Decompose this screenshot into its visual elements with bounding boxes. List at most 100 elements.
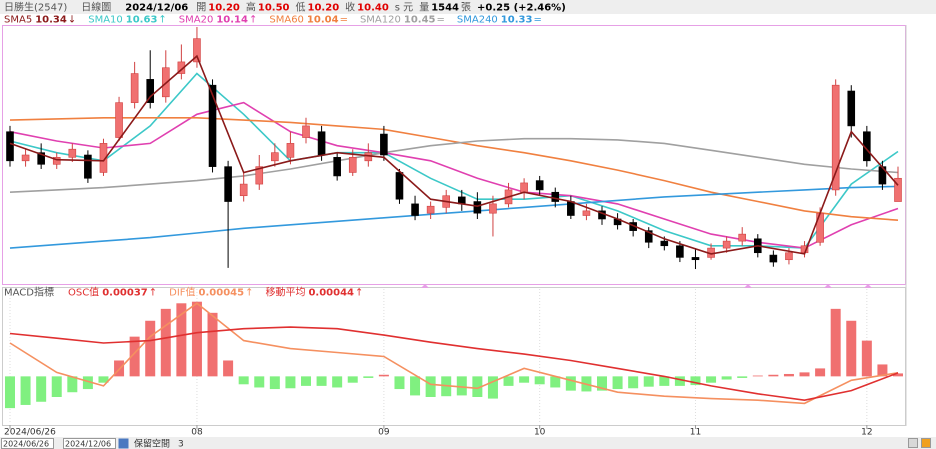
osc-bar	[861, 340, 872, 377]
legend-value: 0.00044	[308, 288, 354, 299]
candle-body	[208, 84, 217, 167]
legend-trend: ↑	[158, 15, 166, 26]
osc-bar	[877, 364, 888, 377]
candle-body	[426, 205, 435, 214]
osc-bar	[160, 308, 171, 377]
ma-line	[9, 185, 899, 249]
osc-bar	[706, 376, 717, 383]
quote-date: 2024/12/06	[125, 3, 188, 14]
change: +0.25 (+2.46%)	[477, 3, 566, 14]
osc-bar	[815, 368, 826, 377]
osc-bar	[768, 374, 779, 377]
osc-bar	[67, 376, 78, 393]
osc-bar	[191, 301, 202, 377]
osc-bar	[129, 336, 140, 377]
candle-body	[551, 191, 560, 202]
osc-bar	[799, 372, 810, 377]
osc-bar	[363, 376, 374, 378]
ma-line	[9, 137, 899, 193]
osc-bar	[643, 376, 654, 387]
osc-bar	[316, 376, 327, 386]
legend-trend: ↑	[249, 15, 257, 26]
candle-body	[691, 257, 700, 261]
legend-name: SMA120	[360, 15, 401, 26]
osc-bar	[534, 376, 545, 385]
legend-name: SMA240	[457, 15, 498, 26]
osc-bar	[503, 376, 514, 386]
osc-bar	[176, 303, 187, 377]
candle-body	[847, 90, 856, 127]
x-tick-label: 10	[534, 428, 546, 438]
quote-label: 高	[246, 1, 256, 14]
legend-name: SMA20	[179, 15, 214, 26]
legend-trend: =	[533, 15, 541, 26]
quote-value: 10.40	[357, 3, 389, 14]
osc-bar	[456, 376, 467, 396]
candle-body	[255, 166, 264, 185]
unit: s 元	[395, 3, 413, 14]
candle-body	[785, 252, 793, 261]
osc-bar	[347, 376, 358, 383]
osc-bar	[893, 373, 903, 377]
ma-line	[9, 117, 899, 221]
legend-bar	[0, 14, 936, 25]
ma-line	[9, 72, 899, 249]
osc-bar	[565, 376, 576, 391]
quote-value: 10.50	[258, 3, 290, 14]
osc-bar	[301, 376, 311, 386]
apply-button[interactable]	[118, 438, 129, 449]
legend-value: 10.45	[404, 15, 436, 26]
legend-name: OSC值	[68, 286, 99, 299]
candle-body	[21, 154, 30, 162]
legend-value: 10.04	[307, 15, 339, 26]
osc-bar	[830, 308, 841, 377]
osc-bar	[737, 376, 748, 378]
quote-label: 開	[196, 2, 206, 14]
osc-bar	[285, 376, 296, 389]
osc-bar	[487, 376, 498, 399]
x-tick-label: 09	[378, 428, 390, 438]
candle-body	[130, 73, 139, 103]
toolbar-bg	[0, 437, 936, 449]
home-button[interactable]	[921, 438, 931, 448]
legend-name: SMA10	[88, 15, 123, 26]
osc-bar	[82, 376, 93, 390]
candle-body	[567, 201, 575, 216]
osc-bar	[721, 376, 732, 380]
stock-name: 日勝生(2547)	[4, 1, 67, 14]
candle-body	[473, 201, 482, 214]
legend-name: 移動平均	[265, 286, 305, 299]
indicator-title: MACD指標	[4, 286, 54, 299]
osc-bar	[5, 376, 15, 409]
quote-label: 低	[296, 1, 306, 14]
osc-bar	[752, 375, 763, 377]
candle-body	[535, 180, 544, 191]
candle-body	[769, 254, 778, 263]
osc-bar	[597, 376, 607, 391]
view-name: 日線圖	[81, 1, 111, 14]
osc-bar	[51, 376, 62, 397]
to-date[interactable]: 2024/12/06	[65, 440, 111, 449]
ma-line	[9, 326, 899, 402]
candle-body	[6, 131, 14, 162]
legend-trend: =	[437, 15, 445, 26]
zoom-button[interactable]	[908, 438, 918, 448]
ma-line	[9, 54, 899, 255]
osc-bar	[207, 312, 218, 377]
from-date[interactable]: 2024/06/26	[3, 440, 49, 449]
candle-body	[722, 240, 731, 249]
osc-bar	[36, 376, 47, 402]
candle-body	[52, 157, 61, 165]
osc-bar	[269, 376, 280, 390]
reserve-value[interactable]: 3	[178, 440, 184, 449]
quote-value: 10.20	[308, 3, 340, 14]
osc-bar	[98, 376, 109, 383]
legend-trend: =	[340, 15, 348, 26]
candle-body	[177, 61, 186, 74]
candle-body	[333, 157, 341, 177]
reserve-label: 保留空間	[134, 438, 170, 449]
x-tick-label: 11	[690, 428, 701, 438]
legend-trend: ↑	[245, 288, 253, 299]
osc-bar	[145, 320, 156, 377]
